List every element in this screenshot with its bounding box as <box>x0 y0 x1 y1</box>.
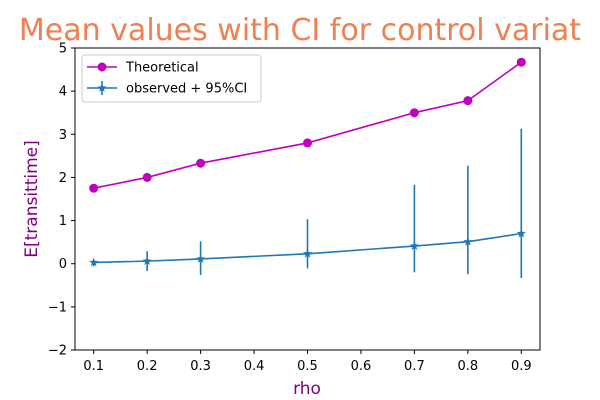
data-point <box>142 256 152 266</box>
data-point <box>89 257 99 267</box>
x-tick-label: 0.2 <box>137 359 158 374</box>
x-tick-label: 0.1 <box>83 359 104 374</box>
legend-marker <box>97 62 107 72</box>
y-tick-label: −2 <box>48 344 67 359</box>
series-1 <box>89 57 526 193</box>
legend-entry: Theoretical <box>87 61 199 76</box>
data-point <box>409 241 419 250</box>
legend: Theoretical observed + 95%CI <box>81 54 262 103</box>
data-point <box>463 96 473 106</box>
data-point <box>516 57 526 67</box>
legend-label: observed + 95%CI <box>126 82 247 97</box>
legend-marker <box>97 83 107 92</box>
y-tick-label: −1 <box>48 300 67 315</box>
x-tick-label: 0.3 <box>190 359 211 374</box>
data-point <box>302 248 313 258</box>
y-tick-label: 5 <box>59 42 67 57</box>
data-point <box>196 254 206 263</box>
data-point <box>303 138 312 148</box>
legend-entry: observed + 95%CI <box>87 81 247 97</box>
x-tick-label: 0.9 <box>511 359 532 374</box>
x-tick-label: 0.7 <box>404 359 425 374</box>
x-tick-label: 0.6 <box>351 359 372 374</box>
data-point <box>196 158 206 168</box>
data-point <box>409 108 419 118</box>
data-point <box>142 172 152 182</box>
y-tick-label: 0 <box>59 257 67 272</box>
y-tick-label: 3 <box>59 128 67 143</box>
data-point <box>516 228 526 238</box>
x-tick-label: 0.8 <box>458 359 479 374</box>
legend-box <box>81 54 262 103</box>
y-tick-label: 2 <box>59 171 67 186</box>
x-axis-label: rho <box>293 379 321 399</box>
legend-label: Theoretical <box>125 61 199 76</box>
chart-title: Mean values with CI for control variat <box>19 13 581 48</box>
plot-area <box>89 57 526 278</box>
y-axis: −2 −1 0 1 2 3 4 5 <box>48 42 75 359</box>
y-tick-label: 4 <box>59 85 67 100</box>
data-point <box>463 236 473 246</box>
x-tick-label: 0.5 <box>297 359 318 374</box>
y-tick-label: 1 <box>59 214 67 229</box>
x-tick-label: 0.4 <box>244 359 265 374</box>
series-2 <box>89 128 526 278</box>
x-axis: 0.1 0.2 0.3 0.4 0.5 0.6 0.7 0.8 0.9 <box>83 350 532 374</box>
data-point <box>89 183 99 193</box>
y-axis-label: E[transittime] <box>22 140 42 258</box>
